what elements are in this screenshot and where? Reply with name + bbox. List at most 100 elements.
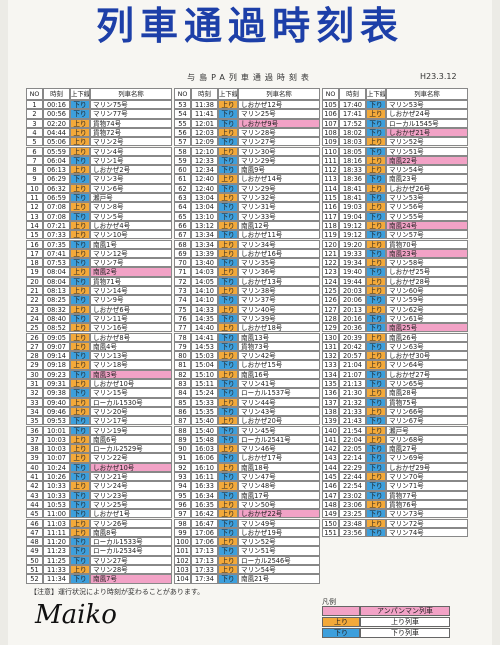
train-name: マリン41号 [238, 379, 320, 389]
header-cell: 時刻 [191, 88, 218, 100]
row-number: 68 [174, 239, 191, 249]
train-name: マリン16号 [90, 323, 172, 333]
row-number: 94 [174, 481, 191, 491]
train-name: マリン32号 [238, 193, 320, 203]
time: 21:32 [339, 397, 366, 407]
direction: 下り [70, 462, 90, 472]
direction: 上り [70, 341, 90, 352]
direction: 下り [366, 397, 386, 407]
direction: 下り [70, 193, 90, 203]
row-number: 73 [174, 286, 191, 296]
direction: 下り [70, 472, 90, 482]
direction: 上り [70, 527, 90, 538]
row-number: 134 [322, 369, 339, 379]
time: 10:03 [43, 444, 70, 454]
row-number: 49 [26, 546, 43, 556]
direction: 上り [366, 499, 386, 510]
row-number: 107 [322, 118, 339, 128]
time: 19:34 [339, 258, 366, 268]
row-number: 36 [26, 425, 43, 435]
train-name: 南風16号 [238, 369, 320, 379]
time: 09:46 [43, 406, 70, 417]
direction: 上り [366, 165, 386, 175]
time: 21:04 [339, 360, 366, 370]
time: 13:40 [191, 258, 218, 268]
row-number: 126 [322, 295, 339, 305]
train-name: ローカル2534号 [90, 546, 172, 556]
time: 12:10 [191, 146, 218, 156]
time: 07:53 [43, 258, 70, 268]
row-number: 25 [26, 323, 43, 333]
time: 19:33 [339, 248, 366, 259]
direction: 下り [366, 481, 386, 491]
legend-key: 下り [322, 628, 360, 638]
direction: 下り [218, 155, 238, 166]
row-number: 5 [26, 137, 43, 147]
train-name: マリン13号 [90, 351, 172, 361]
train-name: マリン49号 [238, 518, 320, 528]
direction: 下り [70, 425, 90, 435]
train-name: マリン12号 [90, 248, 172, 259]
time: 06:59 [43, 193, 70, 203]
row-number: 10 [26, 183, 43, 193]
row-number: 42 [26, 481, 43, 491]
row-number: 138 [322, 406, 339, 417]
direction: 上り [70, 434, 90, 445]
time: 04:44 [43, 127, 70, 138]
subtitle: 与島PA列車通過時刻表 [187, 73, 313, 82]
time: 21:54 [339, 425, 366, 435]
time: 16:33 [191, 481, 218, 491]
train-name: マリン15号 [90, 388, 172, 398]
time: 23:06 [339, 499, 366, 510]
direction: 上り [70, 127, 90, 138]
train-name: しおかぜ26号 [386, 183, 468, 193]
row-number: 64 [174, 202, 191, 212]
legend-label: アンパンマン列車 [360, 606, 450, 616]
row-number: 47 [26, 527, 43, 538]
direction: 上り [366, 360, 386, 370]
direction: 上り [218, 565, 238, 575]
direction: 下り [218, 406, 238, 417]
header-cell: 上下線 [70, 88, 90, 100]
train-name: 南風13号 [238, 332, 320, 342]
row-number: 71 [174, 267, 191, 277]
row-number: 58 [174, 146, 191, 156]
date: H23.3.12 [420, 72, 457, 81]
row-number: 43 [26, 490, 43, 500]
train-name: 南風8号 [90, 527, 172, 538]
train-name: しおかぜ18号 [238, 323, 320, 333]
row-number: 40 [26, 462, 43, 472]
train-name: 貨物75号 [386, 397, 468, 407]
row-number: 66 [174, 220, 191, 231]
row-number: 88 [174, 425, 191, 435]
direction: 下り [70, 490, 90, 500]
time: 18:16 [339, 155, 366, 166]
row-number: 14 [26, 220, 43, 231]
time: 13:04 [191, 202, 218, 212]
train-name: マリン1号 [90, 155, 172, 166]
direction: 上り [218, 369, 238, 379]
row-number: 85 [174, 397, 191, 407]
train-name: 貨物74号 [90, 118, 172, 128]
direction: 下り [218, 313, 238, 324]
row-number: 16 [26, 239, 43, 249]
time: 23:25 [339, 509, 366, 519]
train-name: 南風27号 [386, 444, 468, 454]
time: 10:33 [43, 481, 70, 491]
time: 08:40 [43, 313, 70, 324]
train-name: マリン25号 [90, 499, 172, 510]
row-number: 8 [26, 165, 43, 175]
time: 18:33 [339, 165, 366, 175]
train-name: マリン30号 [238, 146, 320, 156]
time: 11:20 [43, 537, 70, 547]
row-number: 17 [26, 248, 43, 259]
row-number: 81 [174, 360, 191, 370]
row-number: 69 [174, 248, 191, 259]
row-number: 113 [322, 174, 339, 184]
time: 17:06 [191, 537, 218, 547]
train-name: マリン52号 [386, 137, 468, 147]
time: 13:39 [191, 248, 218, 259]
row-number: 67 [174, 230, 191, 240]
row-number: 29 [26, 360, 43, 370]
direction: 上り [366, 239, 386, 249]
